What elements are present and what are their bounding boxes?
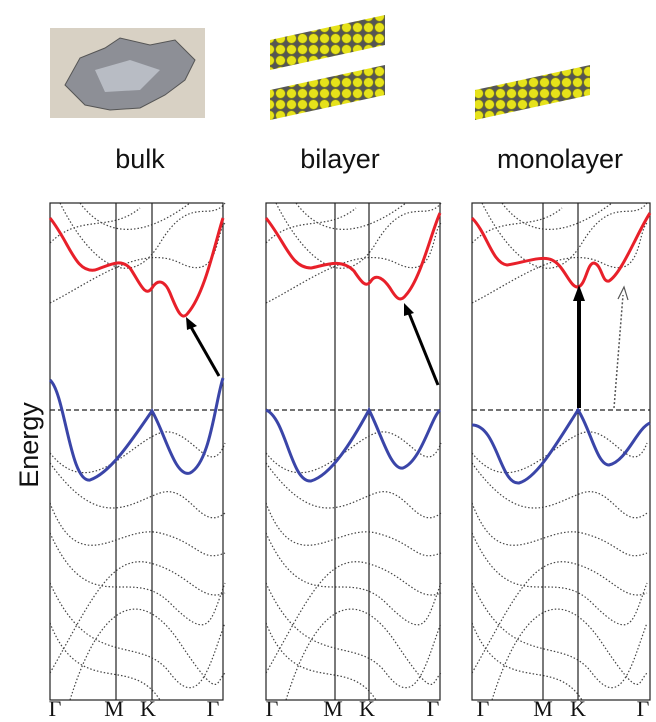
band-panel (470, 202, 652, 701)
k-label: K (570, 696, 586, 721)
panel-label: bilayer (300, 144, 380, 174)
k-label: M (533, 696, 553, 721)
k-label: Γ (427, 696, 440, 721)
k-label: K (359, 696, 375, 721)
k-label: Γ (477, 696, 490, 721)
k-label: Γ (637, 696, 650, 721)
band-panel (48, 202, 226, 701)
panel-label: bulk (115, 144, 165, 174)
k-label: Γ (266, 696, 279, 721)
layer (270, 65, 385, 120)
k-label: K (140, 696, 156, 721)
k-labels: Γ M K Γ Γ M K Γ Γ M K Γ (49, 696, 650, 721)
layer (475, 65, 590, 120)
y-axis-label: Energy (14, 402, 44, 488)
k-label: M (323, 696, 343, 721)
k-label: Γ (49, 696, 62, 721)
flake-highlight (95, 60, 160, 92)
panel-label: monolayer (497, 144, 623, 174)
band-panel (264, 202, 442, 701)
k-label: M (104, 696, 124, 721)
k-label: Γ (207, 696, 220, 721)
layer (270, 15, 385, 70)
